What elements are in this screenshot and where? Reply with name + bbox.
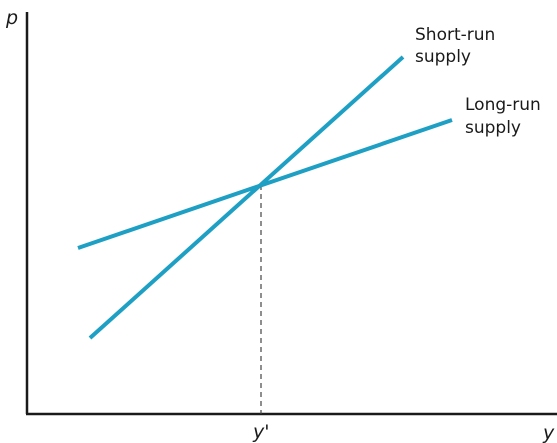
long-run-supply-line <box>77 118 453 250</box>
short-run-supply-line <box>88 55 405 340</box>
equilibrium-output-label: y' <box>252 421 269 443</box>
price-axis-label: p <box>5 7 18 29</box>
output-axis-label: y <box>542 422 555 443</box>
short-run-label-line1: Short-run <box>415 25 495 45</box>
long-run-label-line1: Long-run <box>465 95 541 115</box>
long-run-label-line2: supply <box>465 118 521 138</box>
short-run-label-line2: supply <box>415 47 471 67</box>
